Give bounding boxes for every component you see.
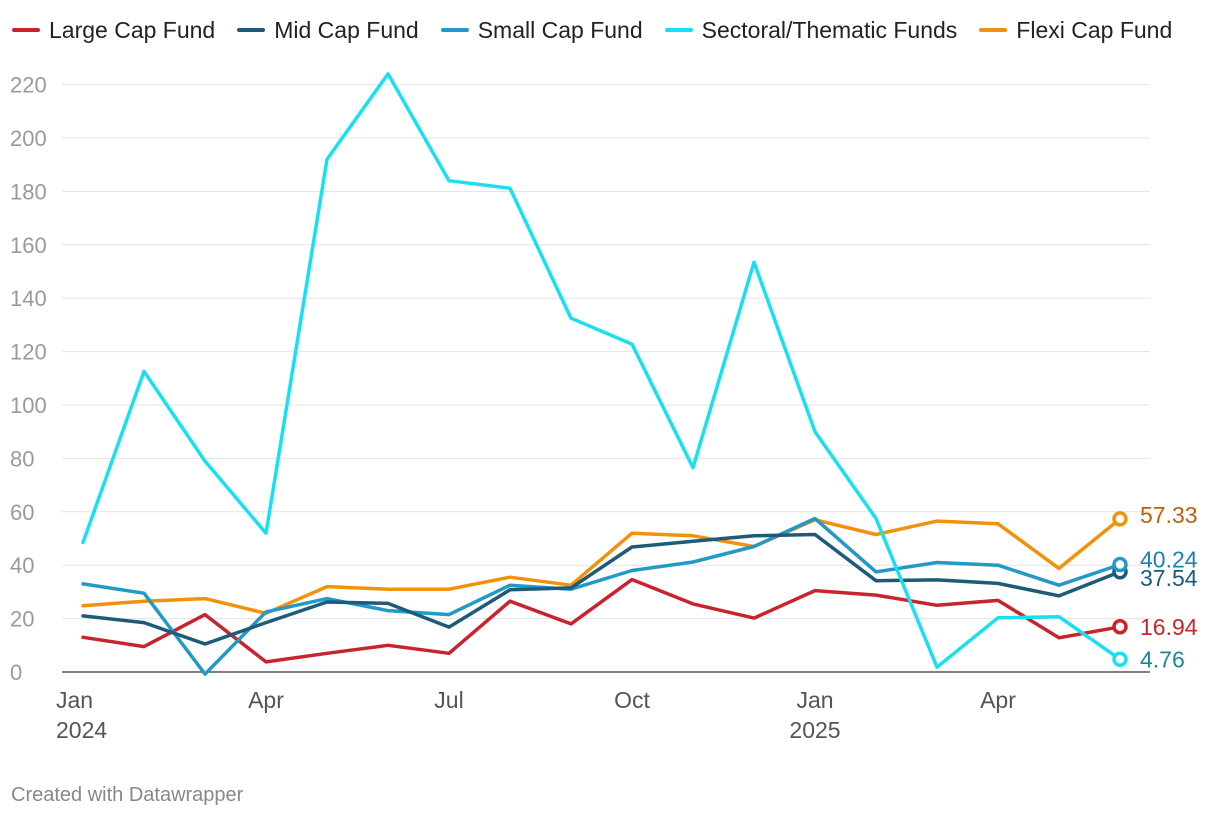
legend-label: Mid Cap Fund xyxy=(274,16,419,43)
legend-item: Large Cap Fund xyxy=(12,17,215,44)
footer-credit: Created with Datawrapper xyxy=(11,784,244,806)
end-value-label: 4.76 xyxy=(1140,646,1185,672)
series-line xyxy=(81,532,1122,646)
end-point-marker xyxy=(1112,651,1128,668)
series-line xyxy=(81,517,1122,616)
y-tick-label: 180 xyxy=(10,179,47,204)
legend-item: Flexi Cap Fund xyxy=(979,17,1172,44)
end-point-marker xyxy=(1112,556,1128,573)
x-tick-label: Oct xyxy=(614,687,650,713)
legend-label: Sectoral/Thematic Funds xyxy=(701,16,958,43)
x-tick-label: Apr xyxy=(248,687,284,713)
end-point-marker xyxy=(1112,619,1128,635)
legend-swatch xyxy=(664,28,693,32)
legend-item: Small Cap Fund xyxy=(440,16,643,44)
y-tick-label: 20 xyxy=(10,607,34,632)
grid-lines xyxy=(62,84,1150,673)
end-value-label: 57.33 xyxy=(1140,502,1198,528)
y-tick-label: 220 xyxy=(10,73,47,98)
x-tick-label: Apr xyxy=(980,687,1016,713)
end-value-label: 16.94 xyxy=(1140,614,1198,640)
y-tick-label: 140 xyxy=(10,286,47,311)
x-tick-label: Jan xyxy=(796,687,833,713)
end-value-label: 40.24 xyxy=(1140,547,1198,573)
series-line xyxy=(81,72,1122,669)
y-tick-label: 60 xyxy=(10,500,34,525)
y-tick-label: 200 xyxy=(10,126,47,151)
legend-item: Sectoral/Thematic Funds xyxy=(664,16,958,44)
y-tick-label: 120 xyxy=(10,340,47,365)
legend-swatch xyxy=(12,28,40,32)
x-axis-ticks: Jan 2024 Apr Jul Oct Jan 2025 Apr xyxy=(56,687,1016,743)
y-tick-label: 40 xyxy=(10,553,34,578)
y-tick-label: 160 xyxy=(10,233,47,258)
y-tick-label: 80 xyxy=(10,446,34,471)
end-point-marker xyxy=(1112,511,1128,527)
legend-item: Mid Cap Fund xyxy=(237,16,419,44)
x-tick-label: Jan xyxy=(56,687,93,713)
x-tick-year: 2024 xyxy=(56,717,107,743)
legend-swatch xyxy=(979,28,1008,32)
y-axis-ticks: 0 20 40 60 80 100 120 140 160 180 200 220 xyxy=(10,73,47,685)
x-tick-year: 2025 xyxy=(789,717,840,743)
end-value-label: 37.54 xyxy=(1140,565,1198,591)
chart-legend: Large Cap Fund Mid Cap Fund Small Cap Fund… xyxy=(12,14,1194,46)
legend-swatch xyxy=(237,28,266,32)
series-line xyxy=(81,577,1122,664)
legend-label: Small Cap Fund xyxy=(477,16,643,43)
x-tick-label: Jul xyxy=(434,687,463,713)
series-lines xyxy=(81,72,1122,676)
y-tick-label: 0 xyxy=(10,660,22,685)
legend-swatch xyxy=(440,28,469,32)
legend-label: Large Cap Fund xyxy=(49,16,216,43)
series-line xyxy=(81,516,1122,676)
legend-label: Flexi Cap Fund xyxy=(1016,16,1173,43)
y-tick-label: 100 xyxy=(10,393,47,418)
